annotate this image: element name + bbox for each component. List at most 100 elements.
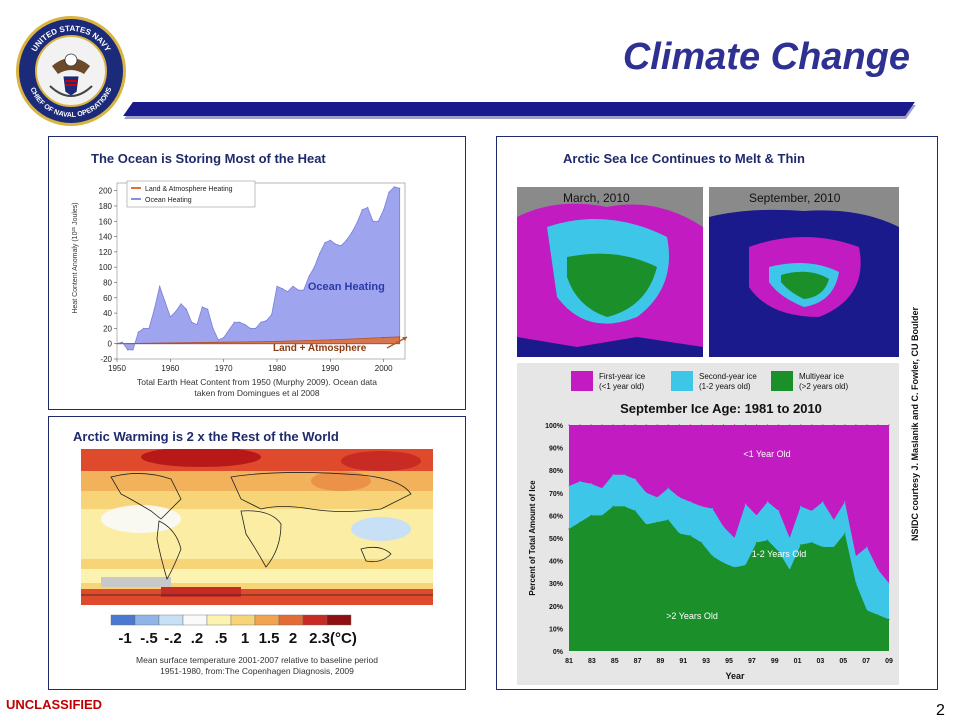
ice-point--1-year-old	[601, 424, 603, 426]
ocean-point-ocean-heating	[308, 275, 310, 277]
ice-legend-label: Second-year ice	[699, 372, 757, 381]
ice-point--1-year-old	[667, 424, 669, 426]
colorbar-label: .2	[191, 630, 204, 647]
ocean-legend-land: Land & Atmosphere Heating	[145, 186, 233, 193]
ice-point--1-year-old	[711, 424, 714, 426]
ice-legend-label: Multiyear ice	[799, 372, 844, 381]
ocean-y-tick-label: 180	[99, 202, 113, 211]
ice-point--2-years-old	[755, 541, 758, 544]
ocean-point-ocean-heating	[169, 316, 171, 318]
ice-point-1-2-years-old	[811, 510, 813, 512]
ice-point--1-year-old	[811, 424, 813, 426]
ice-series-label-first-year: <1 Year Old	[743, 449, 790, 459]
page-number: 2	[936, 702, 945, 719]
ocean-point-ocean-heating	[303, 289, 305, 291]
ice-point-1-2-years-old	[711, 508, 714, 510]
ice-point--1-year-old	[888, 424, 890, 426]
september-map-label: September, 2010	[749, 191, 841, 205]
ice-y-tick-label: 100%	[545, 423, 564, 430]
ice-x-tick-label: 93	[702, 658, 710, 665]
colorbar-label: 2	[289, 630, 297, 647]
ice-point-1-2-years-old	[778, 510, 780, 512]
ice-point--1-year-old	[789, 424, 791, 426]
ocean-point-ocean-heating	[180, 303, 182, 305]
navy-seal-logo: UNITED STATES NAVY CHIEF OF NAVAL OPERAT…	[14, 14, 128, 128]
ice-point--2-years-old	[711, 555, 714, 557]
ocean-caption: Total Earth Heat Content from 1950 (Murp…	[69, 377, 445, 399]
ice-point--2-years-old	[645, 523, 647, 526]
header-rule	[123, 102, 915, 116]
ice-point--1-year-old	[579, 424, 581, 426]
ocean-x-tick-label: 1950	[108, 364, 126, 373]
ice-point-1-2-years-old	[767, 501, 769, 503]
ocean-point-ocean-heating	[121, 341, 123, 343]
ocean-point-ocean-heating	[201, 306, 203, 308]
march-ice-map	[517, 187, 703, 357]
ice-point--2-years-old	[877, 614, 879, 616]
ice-point--2-years-old	[833, 546, 835, 548]
ocean-point-ocean-heating	[255, 327, 257, 329]
ice-point-1-2-years-old	[833, 519, 835, 521]
ice-x-tick-label: 03	[817, 658, 825, 665]
temperature-colorbar: -1 -.5 -.2 .2 .5 1 1.5 2 2.3(°C)	[110, 614, 357, 647]
warming-caption-line1: Mean surface temperature 2001-2007 relat…	[136, 655, 378, 665]
ice-point--2-years-old	[800, 544, 802, 546]
ocean-point-ocean-heating	[233, 321, 235, 323]
ocean-annotation-land: Land + Atmosphere	[273, 343, 367, 354]
ocean-x-tick-label: 1960	[161, 364, 179, 373]
ice-point-1-2-years-old	[877, 569, 879, 571]
arctic-warming-panel: Arctic Warming is 2 x the Rest of the Wo…	[48, 416, 466, 690]
ice-x-tick-label: 91	[679, 658, 687, 665]
ice-point--1-year-old	[568, 424, 570, 426]
ocean-point-ocean-heating	[383, 209, 385, 211]
ice-point--1-year-old	[778, 424, 780, 426]
ocean-point-land-atmosphere-heating	[223, 341, 225, 343]
ice-point-1-2-years-old	[844, 501, 846, 503]
ocean-x-tick-label: 1970	[215, 364, 233, 373]
colorbar-swatch	[134, 614, 160, 626]
ice-y-tick-label: 40%	[549, 559, 564, 566]
ice-point-1-2-years-old	[800, 505, 802, 507]
sea-ice-panel: Arctic Sea Ice Continues to Melt & Thin …	[496, 136, 938, 690]
ice-point--1-year-old	[700, 424, 703, 426]
ice-point--1-year-old	[844, 424, 846, 426]
ocean-point-ocean-heating	[313, 266, 315, 268]
ice-point--2-years-old	[623, 505, 625, 507]
ice-point-1-2-years-old	[634, 478, 636, 480]
ice-point--2-years-old	[733, 566, 736, 568]
ocean-point-ocean-heating	[276, 285, 278, 287]
ice-x-tick-label: 95	[725, 658, 733, 665]
ice-point--1-year-old	[733, 424, 736, 426]
march-map-label: March, 2010	[563, 191, 630, 205]
ocean-point-ocean-heating	[351, 232, 353, 234]
ice-series-label-multiyear: >2 Years Old	[666, 611, 718, 621]
ice-point-1-2-years-old	[656, 496, 658, 498]
ice-point--1-year-old	[623, 424, 625, 426]
ice-point-1-2-years-old	[579, 480, 581, 483]
colorbar-label: .5	[215, 630, 228, 647]
warming-panel-title: Arctic Warming is 2 x the Rest of the Wo…	[73, 429, 339, 444]
ocean-point-land-atmosphere-heating	[169, 342, 171, 344]
ice-point--1-year-old	[689, 424, 691, 426]
ice-x-tick-label: 97	[748, 658, 756, 665]
ocean-point-ocean-heating	[249, 327, 251, 329]
ice-x-tick-label: 07	[862, 658, 870, 665]
colorbar-label: 2.3(°C)	[309, 630, 357, 647]
ice-point--1-year-old	[800, 424, 802, 426]
ice-y-tick-label: 20%	[549, 604, 564, 611]
ice-point-1-2-years-old	[755, 514, 758, 516]
ocean-point-ocean-heating	[137, 331, 139, 333]
ice-point--2-years-old	[866, 609, 868, 611]
ice-point--1-year-old	[645, 424, 647, 426]
ice-y-tick-label: 60%	[549, 513, 564, 520]
ocean-point-land-atmosphere-heating	[116, 343, 118, 345]
ice-x-tick-label: 01	[794, 658, 802, 665]
ocean-point-ocean-heating	[367, 206, 369, 209]
ice-point--2-years-old	[656, 521, 658, 523]
ice-point-1-2-years-old	[822, 501, 824, 503]
ice-point--2-years-old	[568, 528, 570, 530]
ice-point--2-years-old	[844, 532, 846, 535]
ocean-point-ocean-heating	[281, 288, 283, 290]
colorbar-label: 1	[241, 630, 249, 647]
ice-legend-label: First-year ice	[599, 372, 646, 381]
